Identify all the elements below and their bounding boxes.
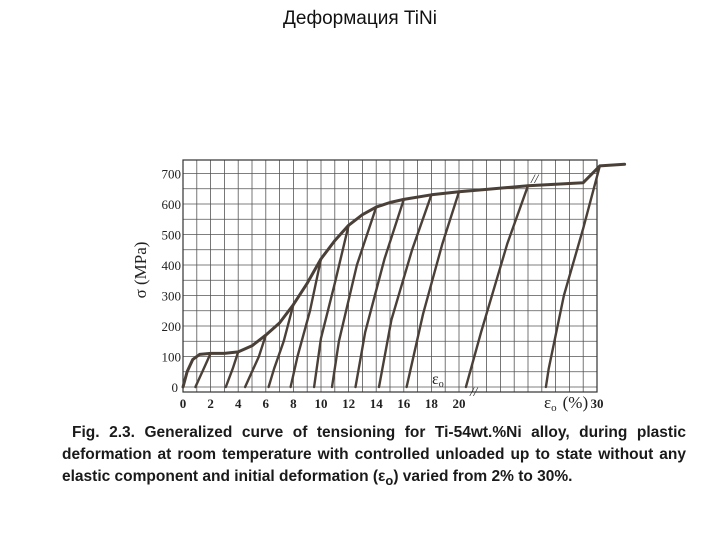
x-axis-unit: (%) <box>563 393 588 412</box>
plot-frame <box>182 159 598 393</box>
y-tick-label: 400 <box>162 258 182 273</box>
x-tick-label: 12 <box>342 396 355 411</box>
slide-title: Деформация TiNi <box>283 8 437 29</box>
x-axis-subscript: o <box>551 402 557 414</box>
y-tick-label: 600 <box>162 197 182 212</box>
y-tick-label: 200 <box>162 319 182 334</box>
loading-curve <box>181 162 627 389</box>
unloading-curve <box>377 193 433 389</box>
unloading-curve <box>312 224 350 389</box>
unloading-curve <box>194 352 212 389</box>
chart-frame <box>182 159 598 393</box>
x-tick-label: 0 <box>180 396 187 411</box>
unloading-curve <box>354 198 405 389</box>
caption-text: Fig. 2.3. Generalized curve of tensionin… <box>62 424 686 485</box>
tick-labels: 0 2 4 6 8 10 12 14 16 18 20 30010020030040050060070… <box>162 167 604 412</box>
curve-break-mark: // <box>530 171 540 186</box>
x-tick-label: 8 <box>290 396 297 411</box>
unloading-curve <box>405 190 461 389</box>
y-tick-label: 700 <box>162 167 182 182</box>
x-tick-label: 6 <box>263 396 270 411</box>
inner-epsilon-label: εo <box>432 371 444 390</box>
unloading-curve <box>267 303 295 389</box>
x-tick-label: 16 <box>397 396 411 411</box>
curve-layer <box>181 162 627 389</box>
axis-break-mark: // <box>469 384 479 399</box>
inner-epsilon-symbol: ε <box>432 371 439 388</box>
inner-epsilon-subscript: o <box>439 379 444 390</box>
caption-text-end: ) varied from 2% to 30%. <box>393 468 573 485</box>
x-tick-label: 14 <box>370 396 384 411</box>
caption-subscript: o <box>385 473 394 489</box>
x-tick-label: 2 <box>207 396 214 411</box>
y-tick-label: 0 <box>172 380 179 395</box>
unloading-curve <box>464 184 530 389</box>
y-tick-label: 300 <box>162 289 182 304</box>
x-axis-label: εo (%) <box>544 393 588 414</box>
x-tick-label: 20 <box>453 396 466 411</box>
stress-strain-chart: 0 2 4 6 8 10 12 14 16 18 20 30010020030040050060070… <box>131 159 627 414</box>
x-tick-label: 4 <box>235 396 242 411</box>
chart-grid <box>182 160 598 392</box>
x-tick-label: 30 <box>591 396 604 411</box>
x-axis-symbol: ε <box>544 393 551 412</box>
y-tick-label: 500 <box>162 228 182 243</box>
unloading-curve <box>289 257 323 389</box>
unloading-curve <box>330 205 378 389</box>
unloading-curve <box>544 164 601 389</box>
y-axis-label: σ (MPa) <box>131 242 150 299</box>
x-tick-label: 18 <box>425 396 439 411</box>
figure-caption: Fig. 2.3. Generalized curve of tensionin… <box>62 422 686 492</box>
unloading-curve <box>243 333 267 389</box>
y-tick-label: 100 <box>162 350 182 365</box>
x-tick-label: 10 <box>315 396 328 411</box>
unloading-curve <box>224 350 240 389</box>
